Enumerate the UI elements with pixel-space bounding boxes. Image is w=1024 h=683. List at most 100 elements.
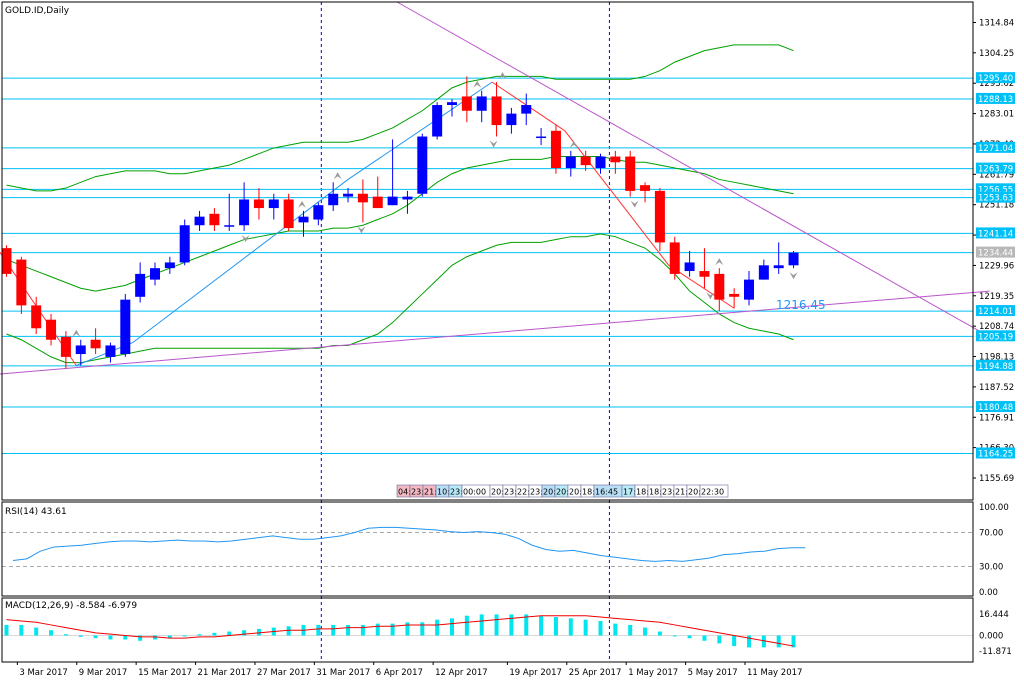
rsi-tick-label: 0.00 (979, 588, 998, 598)
level-price-label: 1164.25 (978, 449, 1013, 459)
candle-body (417, 136, 428, 194)
candle-body (758, 265, 769, 280)
candle-body (580, 156, 591, 166)
candle-body (595, 156, 606, 168)
level-price-tag (976, 183, 1015, 195)
candle-body (313, 205, 324, 220)
macd-histogram-bar (286, 626, 291, 636)
macd-pane (2, 614, 973, 648)
fractal-up-icon (473, 80, 482, 88)
zigzag-segment (132, 179, 349, 343)
candle-body (773, 265, 784, 269)
fractal-down-icon (789, 272, 798, 280)
candle-body (150, 268, 160, 280)
candle-body (372, 196, 383, 209)
fractal-down-icon (706, 292, 715, 300)
price-tick-label: 1304.25 (979, 49, 1014, 59)
date-tick-label: 9 Mar 2017 (79, 668, 127, 678)
candle-body (328, 193, 339, 206)
candle-body (298, 216, 309, 223)
session-cell-label: 16:45 (595, 488, 618, 497)
support-trendline (0, 290, 990, 375)
candle-body (90, 339, 101, 349)
fractal-up-icon (715, 258, 724, 266)
date-axis: 3 Mar 2017 9 Mar 2017 15 Mar 2017 21 Mar 20… (16, 662, 802, 678)
price-tick-label: 1251.18 (979, 201, 1014, 211)
macd-histogram-bar (613, 623, 618, 636)
level-price-tag (976, 447, 1015, 459)
fractals (72, 72, 798, 337)
candle-body (194, 216, 205, 226)
panel-frame (1, 501, 974, 597)
price-tick-label: 1176.91 (979, 413, 1014, 423)
candle-body (714, 273, 725, 300)
date-tick-label: 19 Apr 2017 (509, 668, 562, 678)
candle-body (46, 319, 57, 340)
session-cell-label: 20: (543, 488, 556, 497)
price-tick-label: 1261.79 (979, 170, 1014, 180)
rsi-tick-label: 100.00 (979, 503, 1009, 513)
session-cell-label: 23: (504, 488, 517, 497)
session-cell-label: 18: (649, 488, 662, 497)
candle-body (283, 199, 294, 229)
candle-body (387, 196, 398, 206)
zigzag-segment (564, 130, 670, 266)
date-tick-label: 11 May 2017 (747, 668, 802, 678)
candle-body (432, 105, 443, 137)
session-cell-label: 00:00 (463, 488, 486, 497)
candle-body (744, 279, 754, 300)
session-cell-label: 20: (556, 488, 569, 497)
candle-body (60, 336, 71, 357)
resistance-trendline (396, 1, 990, 338)
level-price-label: 1288.13 (978, 95, 1013, 105)
price-tick-label: 1219.35 (979, 292, 1014, 302)
macd-histogram-bar (346, 624, 351, 636)
rsi-tick-label: 30.00 (979, 563, 1003, 573)
panel-frame (1, 1, 974, 501)
session-cell-label: 23: (530, 488, 543, 497)
rsi-line (12, 526, 806, 562)
macd-histogram-bar (331, 624, 336, 636)
candle-body (402, 196, 413, 200)
fractal-down-icon (630, 200, 639, 208)
price-tick-label: 1283.01 (979, 110, 1014, 120)
macd-histogram-bar (242, 630, 247, 636)
candle-body (268, 199, 279, 209)
macd-histogram-bar (747, 635, 751, 648)
candle-body (625, 156, 636, 191)
candle-body (343, 193, 354, 197)
rsi-tick-label: 70.00 (979, 529, 1003, 539)
level-price-tag (976, 401, 1015, 413)
macd-histogram-bar (791, 635, 796, 648)
level-price-label: 1253.63 (978, 194, 1013, 204)
fractal-down-icon (489, 140, 498, 148)
macd-histogram-bar (524, 614, 529, 636)
candle-body (640, 185, 651, 191)
macd-histogram-bar (78, 635, 83, 637)
bollinger-upper (6, 44, 794, 192)
macd-histogram-bar (360, 624, 365, 636)
macd-histogram-bar (776, 635, 781, 648)
candle-body (788, 252, 799, 266)
macd-histogram-bar (672, 635, 677, 637)
level-price-label: 1256.55 (978, 185, 1013, 195)
candle-body (550, 130, 561, 168)
panel-frames (1, 1, 974, 663)
chart-title: GOLD.ID,Daily (5, 6, 70, 16)
macd-histogram-bar (553, 617, 558, 636)
rsi-pane (2, 526, 973, 567)
candle-body (610, 156, 621, 163)
macd-histogram-bar (316, 624, 321, 636)
fractal-down-icon (241, 234, 250, 242)
session-cell-label: 20: (688, 488, 701, 497)
candle-body (476, 96, 487, 111)
candle-body (461, 96, 472, 111)
date-tick-label: 3 Mar 2017 (19, 668, 67, 678)
candle-body (1, 248, 12, 274)
level-price-tag (976, 191, 1015, 203)
candle-body (179, 225, 190, 263)
candle-body (135, 273, 146, 297)
price-annotation: 1216.45 (776, 298, 826, 312)
fractal-down-icon (357, 226, 366, 234)
